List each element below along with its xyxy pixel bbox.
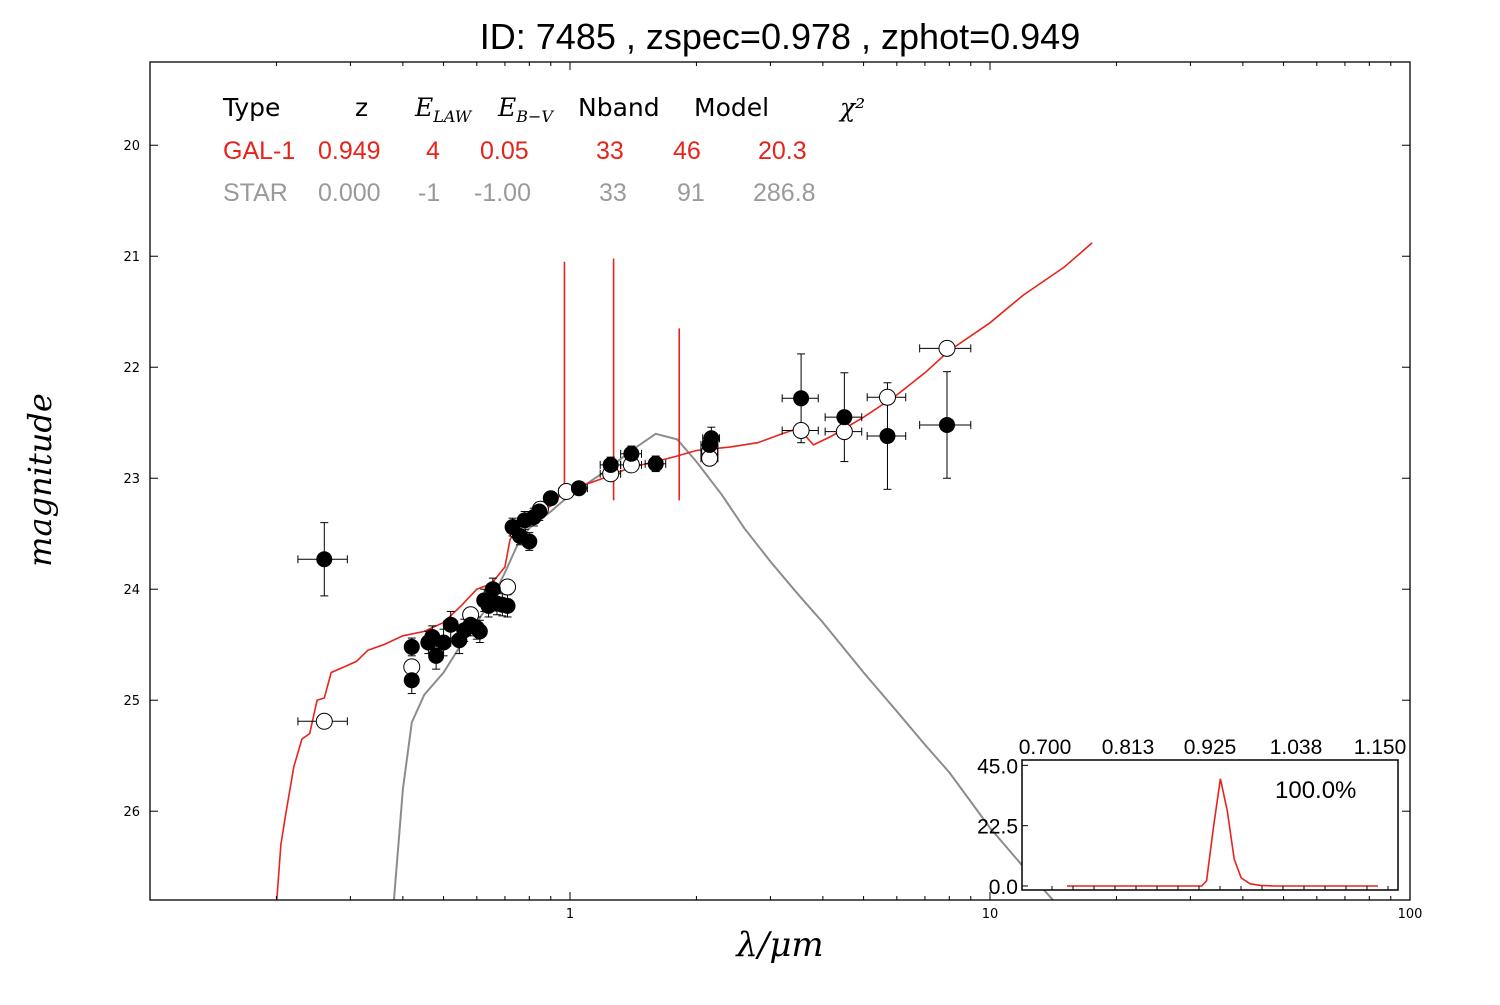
- header-e-bv: EB−V: [498, 93, 553, 126]
- x-axis-label: λ/μm: [736, 925, 824, 965]
- inset-y-tick-label: 0.0: [989, 876, 1018, 899]
- inset-pdf-line: [1067, 778, 1378, 887]
- observed-point-marker: [836, 409, 853, 426]
- observed-point-marker: [471, 623, 488, 640]
- inset-x-tick-label: 1.038: [1270, 736, 1323, 759]
- observed-point-marker: [793, 390, 810, 407]
- star-nband: 33: [599, 179, 627, 207]
- plot-frame: [149, 61, 1411, 901]
- header-type: Type: [223, 93, 281, 122]
- observed-point-marker: [542, 490, 559, 507]
- y-tick-label: 25: [123, 694, 140, 709]
- star-template-line: [392, 432, 1055, 900]
- observed-point-marker: [435, 634, 452, 651]
- gal-model: 46: [673, 137, 701, 165]
- gal-type: GAL-1: [223, 137, 296, 165]
- observed-point-marker: [521, 533, 538, 550]
- model-point-marker: [878, 388, 896, 406]
- inset-y-tick-label: 45.0: [977, 755, 1018, 778]
- star-type: STAR: [223, 179, 288, 207]
- header-z: z: [355, 93, 369, 122]
- observed-point-marker: [428, 647, 445, 664]
- inset-frame: [1021, 759, 1399, 891]
- star-z: 0.000: [318, 179, 381, 207]
- model-point-marker: [835, 423, 853, 441]
- y-tick-label: 26: [123, 805, 140, 820]
- inset-x-tick-label: 0.700: [1019, 736, 1072, 759]
- x-tick-label: 1: [566, 907, 574, 922]
- y-tick-label: 24: [123, 583, 140, 598]
- inset-probability-label: 100.0%: [1275, 777, 1357, 804]
- star-model: 91: [677, 179, 705, 207]
- y-tick-label: 21: [123, 250, 140, 265]
- inset-x-tick-label: 0.813: [1102, 736, 1155, 759]
- galaxy-template-line: [276, 242, 1093, 900]
- star-e-law: -1: [418, 179, 441, 207]
- y-tick-label: 22: [123, 361, 140, 376]
- observed-point-marker: [879, 428, 896, 445]
- header-nband: Nband: [578, 93, 660, 122]
- model-point-marker: [499, 578, 517, 596]
- observed-point-marker: [623, 445, 640, 462]
- observed-point-marker: [403, 672, 420, 689]
- x-tick-label: 100: [1398, 907, 1423, 922]
- gal-chi2: 20.3: [758, 137, 807, 165]
- observed-point-marker: [499, 597, 516, 614]
- observed-point-marker: [531, 503, 548, 520]
- observed-point-marker: [939, 416, 956, 433]
- header-e-law: ELAW: [415, 93, 472, 126]
- plot-area: [276, 242, 1093, 900]
- model-point-marker: [938, 339, 956, 357]
- star-e-bv: -1.00: [474, 179, 531, 207]
- observed-point-marker: [703, 430, 720, 447]
- observed-point-marker: [484, 581, 501, 598]
- model-point-marker: [315, 712, 333, 730]
- x-tick-label: 10: [982, 907, 999, 922]
- header-chi2: χ²: [840, 93, 866, 122]
- gal-nband: 33: [596, 137, 624, 165]
- observed-point-marker: [403, 638, 420, 655]
- observed-point-marker: [570, 480, 587, 497]
- inset-x-tick-label: 0.925: [1184, 736, 1237, 759]
- gal-z: 0.949: [318, 137, 381, 165]
- model-point-marker: [792, 421, 810, 439]
- star-chi2: 286.8: [753, 179, 816, 207]
- y-tick-label: 20: [123, 139, 140, 154]
- observed-point-marker: [316, 551, 333, 568]
- y-tick-label: 23: [123, 472, 140, 487]
- figure-title: ID: 7485 , zspec=0.978 , zphot=0.949: [479, 16, 1081, 57]
- gal-e-law: 4: [426, 137, 440, 165]
- gal-e-bv: 0.05: [480, 137, 529, 165]
- header-model: Model: [694, 93, 770, 122]
- observed-point-marker: [602, 456, 619, 473]
- inset-y-tick-label: 22.5: [977, 816, 1018, 839]
- y-axis-label: magnitude: [21, 393, 59, 567]
- observed-point-marker: [442, 616, 459, 633]
- inset-x-tick-label: 1.150: [1354, 736, 1407, 759]
- inset-background: [1022, 760, 1398, 890]
- observed-point-marker: [647, 455, 664, 472]
